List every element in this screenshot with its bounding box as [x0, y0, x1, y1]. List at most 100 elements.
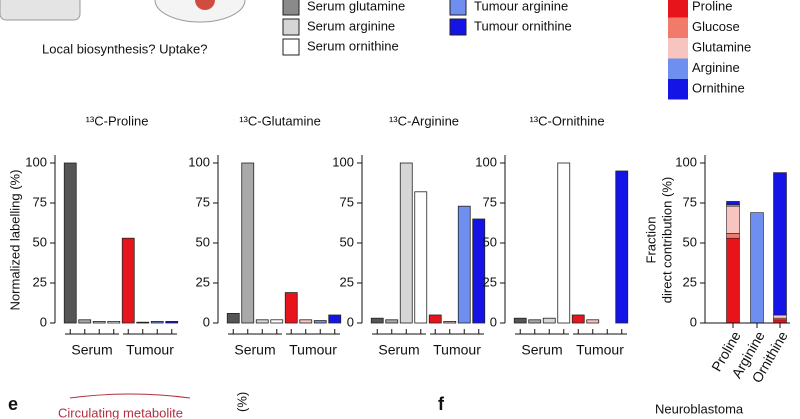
y-tick-label: 100 [475, 154, 497, 169]
y-tick-label: 75 [196, 194, 210, 209]
bar-segment [726, 205, 740, 234]
legend-label: Serum ornithine [307, 38, 399, 53]
bar-segment [773, 172, 787, 316]
bar-segment [726, 233, 740, 239]
bar [414, 191, 428, 324]
question-text: Local biosynthesis? Uptake? [42, 41, 208, 56]
axis-label: (%) [234, 392, 249, 412]
legend-label: Ornithine [692, 80, 745, 95]
bar [241, 162, 255, 324]
bar [586, 319, 600, 324]
y-tick-label: 0 [347, 314, 354, 329]
legend-label: Serum glutamine [307, 0, 405, 13]
group-label: Tumour [576, 342, 624, 358]
legend-swatch [449, 0, 467, 16]
group-label: Tumour [289, 342, 337, 358]
legend-label: Glutamine [692, 39, 751, 54]
group-label: Serum [521, 342, 562, 358]
bar-segment [773, 314, 787, 319]
y-tick-label: 0 [490, 314, 497, 329]
bar [226, 312, 240, 324]
tumour-illustration [195, 0, 215, 10]
y-axis-label: Normalized labelling (%) [7, 170, 22, 311]
y-tick-label: 25 [483, 274, 497, 289]
bar [284, 292, 298, 324]
legend-swatch [282, 38, 300, 56]
bar [385, 319, 399, 324]
y-tick-label: 50 [683, 234, 697, 249]
legend-swatch [668, 0, 688, 18]
bar-segment [726, 237, 740, 324]
bar [542, 317, 556, 324]
y-tick-label: 100 [675, 154, 697, 169]
panel-letter: f [438, 394, 445, 414]
bar [428, 314, 442, 324]
bar [472, 218, 486, 324]
bar [528, 319, 542, 324]
mouse-illustration [154, 0, 246, 23]
y-tick-label: 0 [690, 314, 697, 329]
neuroblastoma-label: Neuroblastoma [655, 401, 744, 416]
y-tick-label: 75 [683, 194, 697, 209]
y-tick-label: 75 [483, 194, 497, 209]
bar [136, 321, 150, 324]
y-tick-label: 0 [40, 314, 47, 329]
group-label: Serum [378, 342, 419, 358]
bar [63, 162, 77, 324]
legend-swatch [668, 17, 688, 38]
legend-label: Proline [692, 0, 732, 13]
legend-label: Glucose [692, 19, 740, 34]
y-tick-label: 100 [332, 154, 354, 169]
panel-title: ¹³C-Proline [86, 113, 149, 128]
legend-swatch [668, 79, 688, 100]
y-tick-label: 50 [196, 234, 210, 249]
group-label: Tumour [433, 342, 481, 358]
legend-label: Arginine [692, 60, 740, 75]
bar [571, 314, 585, 324]
legend-label: Tumour arginine [474, 0, 568, 13]
bar [328, 314, 342, 324]
y-tick-label: 25 [33, 274, 47, 289]
bar [299, 319, 313, 324]
circulating-label: Circulating metabolite [58, 405, 183, 419]
y-tick-label: 50 [33, 234, 47, 249]
bar [255, 319, 269, 324]
device-illustration [0, 0, 81, 21]
bar [270, 319, 284, 324]
bar [313, 320, 327, 324]
legend-swatch [668, 58, 688, 79]
panel-title: ¹³C-Ornithine [529, 113, 604, 128]
y-axis-label: Fraction [643, 217, 658, 264]
bar [457, 205, 471, 324]
y-axis-label: direct contribution (%) [659, 177, 674, 303]
y-tick-label: 25 [340, 274, 354, 289]
bar [443, 320, 457, 324]
panel-letter: e [8, 394, 18, 414]
legend-swatch [668, 38, 688, 59]
legend-swatch [449, 18, 467, 36]
legend-label: Tumour ornithine [474, 18, 572, 33]
bar [150, 320, 164, 324]
bar [121, 237, 135, 324]
bar [370, 317, 384, 324]
y-tick-label: 100 [188, 154, 210, 169]
bar-segment [726, 201, 740, 205]
y-tick-label: 75 [33, 194, 47, 209]
panel-title: ¹³C-Arginine [389, 113, 459, 128]
y-tick-label: 100 [25, 154, 47, 169]
bar [92, 320, 106, 324]
bar [399, 162, 413, 324]
group-label: Tumour [126, 342, 174, 358]
bar-segment [750, 212, 764, 324]
bar [107, 320, 121, 324]
y-tick-label: 50 [483, 234, 497, 249]
legend-swatch [282, 0, 300, 16]
y-tick-label: 25 [683, 274, 697, 289]
panel-title: ¹³C-Glutamine [239, 113, 321, 128]
y-tick-label: 0 [203, 314, 210, 329]
group-label: Serum [71, 342, 112, 358]
y-tick-label: 75 [340, 194, 354, 209]
bar [615, 170, 629, 324]
group-label: Serum [234, 342, 275, 358]
y-tick-label: 25 [196, 274, 210, 289]
